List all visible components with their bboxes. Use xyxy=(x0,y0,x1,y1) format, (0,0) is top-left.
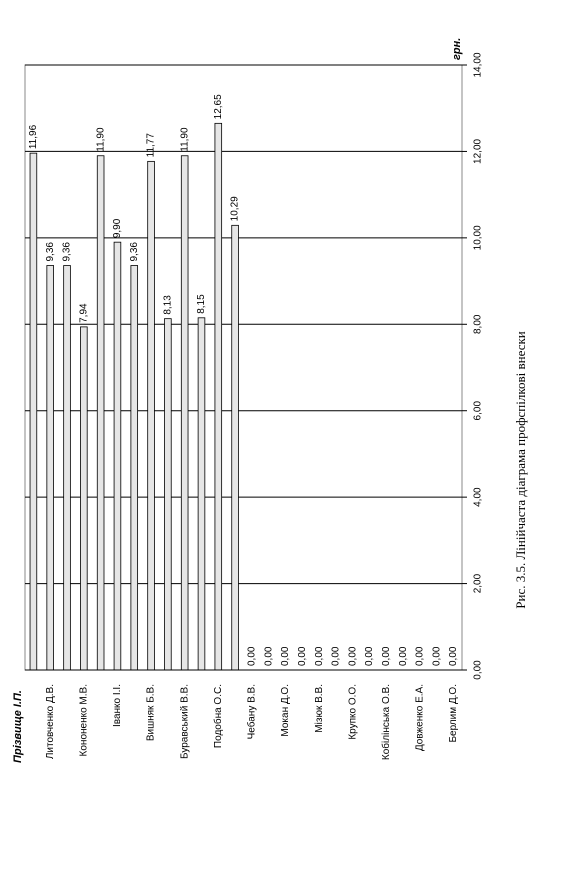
y-tick-label: 8,00 xyxy=(473,314,484,334)
value-label: 12,65 xyxy=(213,94,224,119)
bar xyxy=(214,122,223,671)
y-axis-title: грн. xyxy=(451,38,463,60)
x-tick-label: Крупко О.О. xyxy=(347,684,358,740)
value-label: 0,00 xyxy=(347,646,358,666)
value-label: 9,36 xyxy=(129,242,140,262)
bar xyxy=(231,224,239,671)
bar xyxy=(29,152,38,671)
value-label: 8,15 xyxy=(196,294,207,314)
value-label: 0,00 xyxy=(297,646,308,666)
x-tick-label: Вишняк Б.В. xyxy=(146,684,157,741)
bar xyxy=(180,155,189,671)
x-tick-label: Чебану В.В. xyxy=(246,684,258,739)
y-tick-label: 2,00 xyxy=(473,573,484,593)
caption: Рис. 3.5. Лінійчаста діаграма профспілко… xyxy=(513,331,528,608)
bar xyxy=(130,265,139,671)
x-tick-label: Довженко Е.А. xyxy=(415,684,426,751)
x-axis-title: Прізвище І.П. xyxy=(12,690,24,763)
value-label: 0,00 xyxy=(331,646,342,666)
value-label: 7,94 xyxy=(78,303,89,323)
bar xyxy=(147,160,155,671)
y-tick-label: 14,00 xyxy=(473,52,484,77)
value-label: 0,00 xyxy=(381,646,392,666)
bar xyxy=(113,241,122,671)
x-tick-label: Мокан Д.О. xyxy=(280,684,291,737)
value-label: 11,96 xyxy=(28,124,39,149)
y-tick-label: 10,00 xyxy=(473,225,484,250)
value-label: 11,77 xyxy=(146,133,157,158)
bar xyxy=(80,326,88,671)
value-label: 9,36 xyxy=(45,242,56,262)
y-tick-label: 0,00 xyxy=(473,660,484,680)
value-label: 0,00 xyxy=(247,646,258,666)
value-label: 10,29 xyxy=(230,196,241,221)
value-label: 0,00 xyxy=(263,646,274,666)
value-label: 0,00 xyxy=(448,646,459,666)
x-tick-label: Берлим Д.О. xyxy=(448,684,459,743)
x-tick-label: Подобна О.С. xyxy=(212,684,224,748)
y-tick-label: 4,00 xyxy=(473,487,484,507)
x-tick-label: Кобілінська О.В. xyxy=(380,684,392,760)
bar xyxy=(63,265,71,671)
x-tick-label: Іванко І.І. xyxy=(112,684,123,727)
y-tick-label: 6,00 xyxy=(473,401,484,421)
value-label: 0,00 xyxy=(364,646,375,666)
plot-area xyxy=(24,64,463,671)
x-tick-label: Мізюк В.В. xyxy=(314,684,325,733)
value-label: 0,00 xyxy=(280,646,291,666)
value-label: 11,90 xyxy=(179,127,190,152)
value-label: 8,13 xyxy=(163,295,174,315)
value-label: 0,00 xyxy=(431,646,442,666)
bar xyxy=(46,265,54,671)
bar xyxy=(164,318,172,671)
value-label: 11,90 xyxy=(95,127,106,152)
value-label: 0,00 xyxy=(398,646,409,666)
value-label: 0,00 xyxy=(415,646,426,666)
value-label: 0,00 xyxy=(314,646,325,666)
value-label: 9,90 xyxy=(112,218,123,238)
bar xyxy=(96,155,105,671)
x-tick-label: Кононенко М.В. xyxy=(78,684,89,756)
x-tick-label: Литовченко Д.В. xyxy=(45,684,56,759)
value-label: 9,36 xyxy=(62,242,73,262)
bar xyxy=(197,317,206,671)
x-tick-label: Буравський В.В. xyxy=(179,684,190,759)
y-tick-label: 12,00 xyxy=(473,138,484,163)
